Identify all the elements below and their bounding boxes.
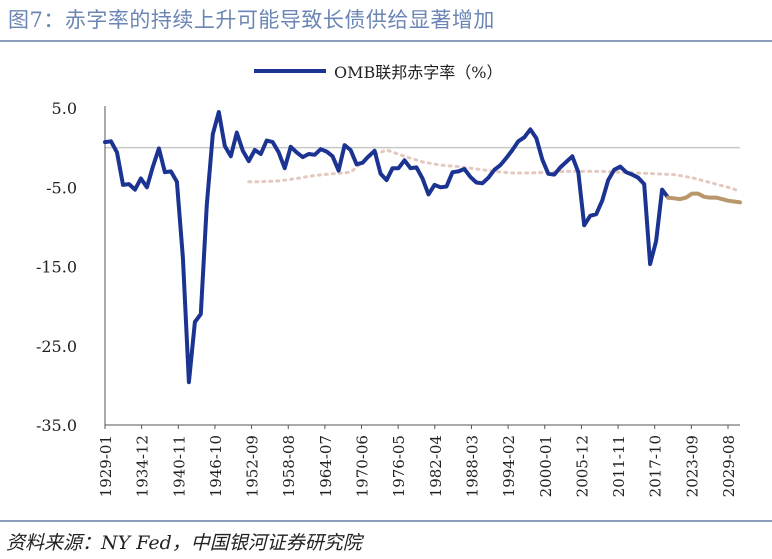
axes — [104, 106, 740, 426]
x-tick-label: 2017-10 — [647, 435, 665, 497]
y-tick-label: -35.0 — [36, 416, 77, 435]
y-tick-label: -15.0 — [36, 258, 77, 277]
x-tick-label: 2023-09 — [683, 435, 701, 497]
legend-label-actual: OMB联邦赤字率（%） — [334, 63, 502, 82]
x-tick-label: 1940-11 — [170, 435, 188, 497]
x-tick-label: 1964-07 — [317, 435, 335, 497]
x-tick-label: 2005-12 — [573, 435, 591, 497]
x-tick-label: 1929-01 — [97, 435, 115, 497]
series-layer — [103, 110, 742, 385]
x-tick-label: 1958-08 — [280, 435, 298, 497]
y-tick-label: -25.0 — [36, 337, 77, 356]
x-tick-label: 1970-06 — [354, 435, 372, 497]
x-tick-label: 1976-05 — [390, 435, 408, 497]
x-tick-label: 1952-09 — [244, 435, 262, 497]
footer-rule — [0, 520, 772, 522]
series-line-trend — [247, 148, 742, 193]
x-tick-label: 2000-01 — [537, 435, 555, 497]
y-axis-tick-labels: 5.0 -5.0 -15.0 -25.0 -35.0 — [36, 99, 77, 435]
series-line-projection — [666, 191, 742, 205]
x-tick-label: 1946-10 — [207, 435, 225, 497]
series-line-actual — [103, 110, 671, 385]
x-tick-label: 1982-04 — [427, 435, 445, 497]
deficit-ratio-chart: OMB联邦赤字率（%） 5.0 -5.0 -15.0 -25.0 -35.0 1929-… — [36, 63, 742, 497]
legend: OMB联邦赤字率（%） — [254, 63, 502, 82]
x-tick-label: 2029-08 — [720, 435, 738, 497]
x-tick-label: 1994-02 — [500, 435, 518, 497]
chart-title: 图7：赤字率的持续上升可能导致长债供给显著增加 — [8, 8, 495, 32]
x-tick-label: 2011-11 — [610, 435, 628, 497]
y-tick-label: 5.0 — [52, 99, 77, 118]
x-tick-label: 1934-12 — [134, 435, 152, 497]
x-axis-tick-labels: 1929-01 1934-12 1940-11 1946-10 1952-09 1958-… — [97, 425, 738, 497]
x-tick-label: 1988-03 — [463, 435, 481, 497]
y-tick-label: -5.0 — [46, 178, 77, 197]
source-note: 资料来源：NY Fed，中国银河证券研究院 — [6, 532, 362, 554]
title-rule — [0, 40, 772, 42]
